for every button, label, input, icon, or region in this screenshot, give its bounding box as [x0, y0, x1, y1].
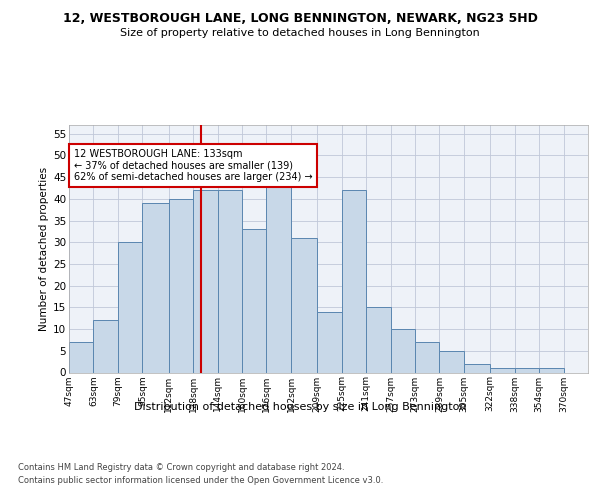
Bar — [118, 242, 142, 372]
Bar — [218, 190, 242, 372]
Bar — [69, 342, 94, 372]
Bar — [291, 238, 317, 372]
Bar — [391, 329, 415, 372]
Text: Contains public sector information licensed under the Open Government Licence v3: Contains public sector information licen… — [18, 476, 383, 485]
Text: Contains HM Land Registry data © Crown copyright and database right 2024.: Contains HM Land Registry data © Crown c… — [18, 462, 344, 471]
Bar — [366, 308, 391, 372]
Bar — [266, 177, 291, 372]
Text: Size of property relative to detached houses in Long Bennington: Size of property relative to detached ho… — [120, 28, 480, 38]
Y-axis label: Number of detached properties: Number of detached properties — [39, 166, 49, 331]
Text: 12, WESTBOROUGH LANE, LONG BENNINGTON, NEWARK, NG23 5HD: 12, WESTBOROUGH LANE, LONG BENNINGTON, N… — [62, 12, 538, 26]
Bar — [439, 351, 464, 372]
Bar — [242, 229, 266, 372]
Bar — [142, 203, 169, 372]
Bar — [317, 312, 341, 372]
Bar — [490, 368, 515, 372]
Bar — [341, 190, 366, 372]
Bar — [193, 190, 218, 372]
Bar — [515, 368, 539, 372]
Bar — [169, 199, 193, 372]
Bar — [464, 364, 490, 372]
Text: 12 WESTBOROUGH LANE: 133sqm
← 37% of detached houses are smaller (139)
62% of se: 12 WESTBOROUGH LANE: 133sqm ← 37% of det… — [74, 149, 312, 182]
Bar — [94, 320, 118, 372]
Bar — [415, 342, 439, 372]
Bar — [539, 368, 563, 372]
Text: Distribution of detached houses by size in Long Bennington: Distribution of detached houses by size … — [134, 402, 466, 412]
